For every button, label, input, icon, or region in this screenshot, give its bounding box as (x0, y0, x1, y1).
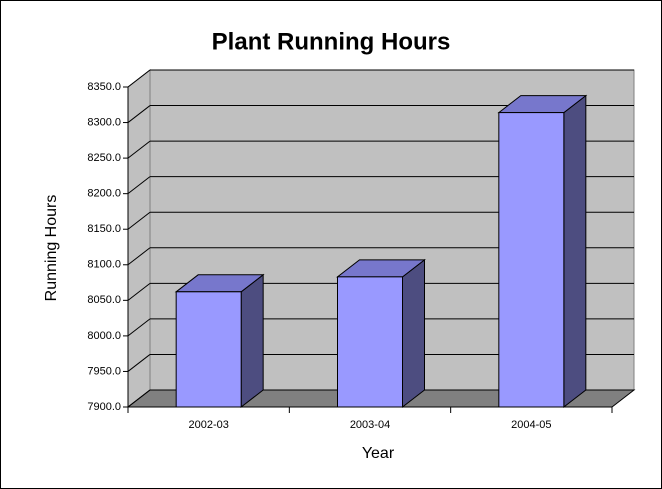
bar (175, 291, 242, 408)
grid-line-side (127, 69, 151, 88)
grid-line-side (127, 105, 151, 123)
bar-side (240, 273, 264, 409)
y-tick-label: 8150.0 (87, 223, 121, 235)
y-tick-label: 8250.0 (87, 152, 121, 164)
bar (498, 112, 565, 408)
grid-line-side (127, 247, 151, 266)
grid-line-side (127, 389, 151, 408)
grid-line-side (127, 318, 151, 337)
x-tick-label: 2004-05 (511, 419, 551, 431)
grid-line-side (127, 140, 151, 159)
y-tick-label: 7950.0 (87, 365, 121, 377)
bar-side (563, 94, 587, 409)
bar (337, 276, 403, 408)
y-tick-label: 8100.0 (87, 259, 121, 271)
y-tick-label: 7900.0 (87, 401, 121, 413)
y-tick-label: 8000.0 (87, 330, 121, 342)
grid-line-side (127, 176, 151, 195)
x-tick-label: 2002-03 (188, 419, 228, 431)
grid-line-side (127, 354, 151, 372)
x-axis-label: Year (362, 445, 395, 462)
y-tick-label: 8350.0 (87, 81, 121, 93)
grid-line-side (127, 282, 151, 301)
y-axis-label: Running Hours (43, 195, 60, 302)
y-tick-label: 8300.0 (87, 116, 121, 128)
x-tick-label: 2003-04 (350, 419, 390, 431)
y-tick-label: 8200.0 (87, 188, 121, 200)
chart-title: Plant Running Hours (212, 28, 451, 55)
bar-side (402, 258, 425, 409)
grid-line-side (127, 211, 151, 230)
y-tick-label: 8050.0 (87, 294, 121, 306)
